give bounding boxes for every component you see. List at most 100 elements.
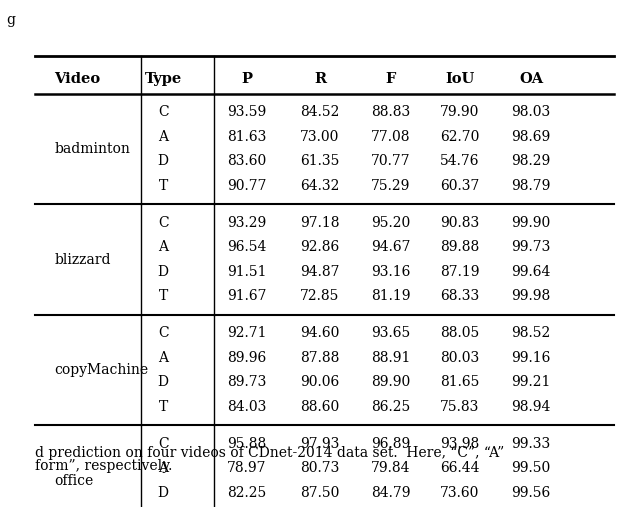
Text: 81.65: 81.65 (440, 375, 479, 389)
Text: A: A (158, 130, 168, 144)
Text: 94.60: 94.60 (300, 326, 340, 340)
Text: 98.94: 98.94 (511, 400, 551, 414)
Text: IoU: IoU (445, 71, 474, 86)
Text: 95.88: 95.88 (227, 437, 266, 451)
Text: 73.60: 73.60 (440, 486, 479, 500)
Text: R: R (314, 71, 326, 86)
Text: C: C (158, 326, 168, 340)
Text: D: D (157, 265, 169, 279)
Text: 81.19: 81.19 (371, 289, 410, 304)
Text: 83.60: 83.60 (227, 154, 266, 168)
Text: 93.16: 93.16 (371, 265, 410, 279)
Text: D: D (157, 154, 169, 168)
Text: d prediction on four videos of CDnet-2014 data set.  Here, “C”, “A”: d prediction on four videos of CDnet-201… (35, 446, 504, 460)
Text: 98.69: 98.69 (511, 130, 551, 144)
Text: 73.00: 73.00 (300, 130, 340, 144)
Text: 92.71: 92.71 (227, 326, 266, 340)
Text: 99.90: 99.90 (511, 215, 551, 230)
Text: 80.03: 80.03 (440, 351, 479, 365)
Text: office: office (54, 474, 93, 488)
Text: 99.16: 99.16 (511, 351, 551, 365)
Text: 88.60: 88.60 (300, 400, 340, 414)
Text: 89.73: 89.73 (227, 375, 266, 389)
Text: 68.33: 68.33 (440, 289, 479, 304)
Text: 66.44: 66.44 (440, 461, 479, 476)
Text: copyMachine: copyMachine (54, 363, 148, 377)
Text: form”, respectively.: form”, respectively. (35, 458, 173, 473)
Text: 75.29: 75.29 (371, 179, 410, 193)
Text: 87.88: 87.88 (300, 351, 340, 365)
Text: 94.87: 94.87 (300, 265, 340, 279)
Text: 91.67: 91.67 (227, 289, 266, 304)
Text: 90.83: 90.83 (440, 215, 479, 230)
Text: 82.25: 82.25 (227, 486, 266, 500)
Text: 94.67: 94.67 (371, 240, 410, 255)
Text: 81.63: 81.63 (227, 130, 266, 144)
Text: 64.32: 64.32 (300, 179, 340, 193)
Text: 98.52: 98.52 (511, 326, 551, 340)
Text: 92.86: 92.86 (300, 240, 340, 255)
Text: 90.77: 90.77 (227, 179, 266, 193)
Text: 80.73: 80.73 (300, 461, 340, 476)
Text: 91.51: 91.51 (227, 265, 266, 279)
Text: 89.88: 89.88 (440, 240, 479, 255)
Text: Video: Video (54, 71, 100, 86)
Text: 84.79: 84.79 (371, 486, 410, 500)
Text: 98.03: 98.03 (511, 105, 551, 119)
Text: C: C (158, 215, 168, 230)
Text: T: T (159, 179, 168, 193)
Text: 87.50: 87.50 (300, 486, 340, 500)
Text: 70.77: 70.77 (371, 154, 410, 168)
Text: 99.50: 99.50 (511, 461, 551, 476)
Text: D: D (157, 486, 169, 500)
Text: T: T (159, 289, 168, 304)
Text: 75.83: 75.83 (440, 400, 479, 414)
Text: A: A (158, 351, 168, 365)
Text: 99.21: 99.21 (511, 375, 551, 389)
Text: 72.85: 72.85 (300, 289, 340, 304)
Text: 89.90: 89.90 (371, 375, 410, 389)
Text: 62.70: 62.70 (440, 130, 479, 144)
Text: 93.29: 93.29 (227, 215, 266, 230)
Text: T: T (159, 400, 168, 414)
Text: 90.06: 90.06 (300, 375, 340, 389)
Text: A: A (158, 240, 168, 255)
Text: 98.29: 98.29 (511, 154, 551, 168)
Text: 99.33: 99.33 (511, 437, 551, 451)
Text: C: C (158, 105, 168, 119)
Text: P: P (241, 71, 252, 86)
Text: Type: Type (145, 71, 182, 86)
Text: 88.83: 88.83 (371, 105, 410, 119)
Text: 61.35: 61.35 (300, 154, 340, 168)
Text: 96.89: 96.89 (371, 437, 410, 451)
Text: 93.59: 93.59 (227, 105, 266, 119)
Text: 54.76: 54.76 (440, 154, 479, 168)
Text: 88.05: 88.05 (440, 326, 479, 340)
Text: 79.84: 79.84 (371, 461, 410, 476)
Text: 99.56: 99.56 (511, 486, 551, 500)
Text: 77.08: 77.08 (371, 130, 410, 144)
Text: 99.73: 99.73 (511, 240, 551, 255)
Text: 98.79: 98.79 (511, 179, 551, 193)
Text: 95.20: 95.20 (371, 215, 410, 230)
Text: 78.97: 78.97 (227, 461, 266, 476)
Text: 89.96: 89.96 (227, 351, 266, 365)
Text: OA: OA (519, 71, 543, 86)
Text: 99.98: 99.98 (511, 289, 551, 304)
Text: badminton: badminton (54, 142, 131, 156)
Text: 93.65: 93.65 (371, 326, 410, 340)
Text: 60.37: 60.37 (440, 179, 479, 193)
Text: F: F (385, 71, 396, 86)
Text: D: D (157, 375, 169, 389)
Text: 88.91: 88.91 (371, 351, 410, 365)
Text: 96.54: 96.54 (227, 240, 266, 255)
Text: 86.25: 86.25 (371, 400, 410, 414)
Text: 93.98: 93.98 (440, 437, 479, 451)
Text: 84.03: 84.03 (227, 400, 266, 414)
Text: 87.19: 87.19 (440, 265, 479, 279)
Text: 79.90: 79.90 (440, 105, 479, 119)
Text: 84.52: 84.52 (300, 105, 340, 119)
Text: 99.64: 99.64 (511, 265, 551, 279)
Text: C: C (158, 437, 168, 451)
Text: blizzard: blizzard (54, 252, 111, 267)
